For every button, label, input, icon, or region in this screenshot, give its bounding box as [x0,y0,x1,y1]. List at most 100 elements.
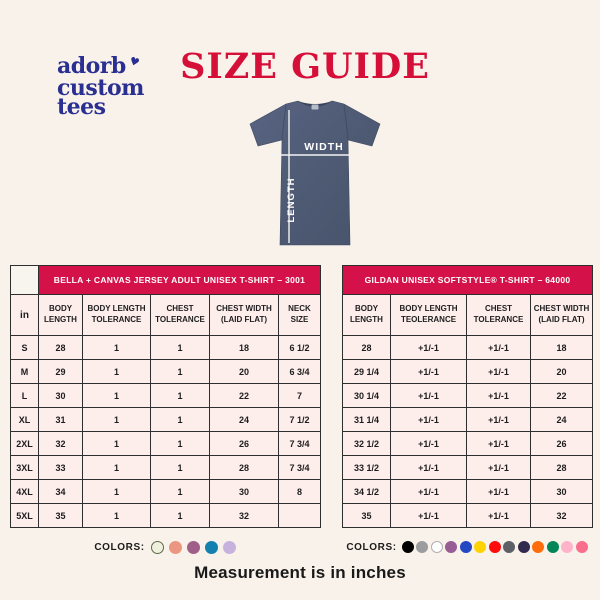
heart-icon: ♥ [127,54,141,70]
left-table-head: BELLA + CANVAS JERSEY ADULT UNISEX T-SHI… [10,265,321,336]
value-cell: 35 [342,503,391,528]
value-cell: 20 [209,359,279,384]
color-swatch-white [430,541,443,553]
value-cell: 1 [82,407,151,432]
table-row: 31 1/4 +1/-1 +1/-1 24 [342,407,594,432]
value-cell: 24 [529,407,594,432]
color-swatch-green [546,541,559,553]
color-swatch-black [401,541,414,553]
table-row: 5XL 35 1 1 32 [10,503,321,528]
value-cell: +1/-1 [390,479,467,504]
table-corner-cell [10,265,39,295]
length-label: LENGTH [286,177,297,222]
value-cell: 28 [38,335,83,360]
bella-canvas-size-table: BELLA + CANVAS JERSEY ADULT UNISEX T-SHI… [10,265,321,528]
value-cell: 1 [150,455,210,480]
table-row: M 29 1 1 20 6 3/4 [10,359,321,384]
value-cell: 28 [342,335,391,360]
value-cell: 32 [529,503,594,528]
table-row: 35 +1/-1 +1/-1 32 [342,503,594,528]
gildan-size-table: GILDAN UNISEX SOFTSTYLE® T-SHIRT – 64000… [341,265,594,528]
tshirt-left-armhole-seam [281,104,287,141]
gildan-swatches [401,541,588,553]
width-label: WIDTH [304,141,343,153]
right-table-head: GILDAN UNISEX SOFTSTYLE® T-SHIRT – 64000… [341,265,594,336]
value-cell: 34 [38,479,83,504]
color-swatch-gold [474,541,487,553]
column-header: CHEST WIDTH (LAID FLAT) [529,294,594,336]
value-cell: 32 1/2 [342,431,391,456]
value-cell: 22 [209,383,279,408]
table-row: S 28 1 1 18 6 1/2 [10,335,321,360]
bella-canvas-colors-row: COLORS: [10,539,320,555]
value-cell: 7 3/4 [278,455,321,480]
value-cell: 30 1/4 [342,383,391,408]
measurement-note: Measurement is in inches [194,563,406,582]
value-cell: 29 1/4 [342,359,391,384]
value-cell: 7 1/2 [278,407,321,432]
column-header: CHEST WIDTH (LAID FLAT) [209,294,279,336]
table-banner: BELLA + CANVAS JERSEY ADULT UNISEX T-SHI… [38,265,321,295]
tshirt-body-shape [249,100,381,246]
table-row: L 30 1 1 22 7 [10,383,321,408]
value-cell: +1/-1 [390,335,467,360]
page-title: SIZE GUIDE [180,46,430,87]
table-row: 33 1/2 +1/-1 +1/-1 28 [342,455,594,480]
color-swatch-orange [532,541,545,553]
column-header: NECK SIZE [278,294,321,336]
color-swatch-rose [575,541,588,553]
value-cell: 33 [38,455,83,480]
value-cell: 35 [38,503,83,528]
color-swatch-gray [416,541,429,553]
value-cell: 6 1/2 [278,335,321,360]
tshirt-collar [298,101,332,107]
value-cell: 1 [150,431,210,456]
value-cell: 1 [82,359,151,384]
table-row: 29 1/4 +1/-1 +1/-1 20 [342,359,594,384]
size-cell: 4XL [10,479,39,504]
value-cell: 30 [38,383,83,408]
size-cell: XL [10,407,39,432]
value-cell: +1/-1 [466,431,531,456]
color-swatch-lavender [222,540,236,554]
value-cell: 28 [209,455,279,480]
column-header: BODY LENGTH [342,294,391,336]
table-row: XL 31 1 1 24 7 1/2 [10,407,321,432]
value-cell: 32 [38,431,83,456]
column-header: BODY LENGTH TOLERANCE [82,294,151,336]
color-swatch-pale-sage [150,540,164,554]
table-row: 2XL 32 1 1 26 7 3/4 [10,431,321,456]
value-cell: 30 [529,479,594,504]
value-cell: +1/-1 [390,359,467,384]
column-header: BODY LENGTH [38,294,83,336]
value-cell: +1/-1 [466,455,531,480]
value-cell [278,503,321,528]
right-table-body: 28 +1/-1 +1/-1 18 29 1/4 +1/-1 +1/-1 20 30 1/4 +1… [342,335,594,528]
value-cell: 28 [529,455,594,480]
value-cell: 1 [82,431,151,456]
value-cell: +1/-1 [466,407,531,432]
color-swatch-purple [445,541,458,553]
value-cell: 1 [82,479,151,504]
value-cell: +1/-1 [466,335,531,360]
size-cell: 5XL [10,503,39,528]
left-table-body: S 28 1 1 18 6 1/2 M 29 1 1 20 6 3/4 L 30 1 1 22 7 XL 31 1 1 24… [10,335,321,528]
color-swatch-teal-blue [204,540,218,554]
value-cell: +1/-1 [390,503,467,528]
value-cell: 30 [209,479,279,504]
value-cell: 26 [209,431,279,456]
value-cell: 18 [529,335,594,360]
value-cell: 1 [150,503,210,528]
value-cell: 7 3/4 [278,431,321,456]
table-row: 4XL 34 1 1 30 8 [10,479,321,504]
value-cell: 7 [278,383,321,408]
size-cell: 3XL [10,455,39,480]
logo-line-3: tees [57,94,106,120]
value-cell: 1 [150,479,210,504]
table-row: 34 1/2 +1/-1 +1/-1 30 [342,479,594,504]
colors-label: COLORS: [94,541,145,553]
value-cell: 32 [209,503,279,528]
value-cell: 1 [82,503,151,528]
value-cell: 29 [38,359,83,384]
